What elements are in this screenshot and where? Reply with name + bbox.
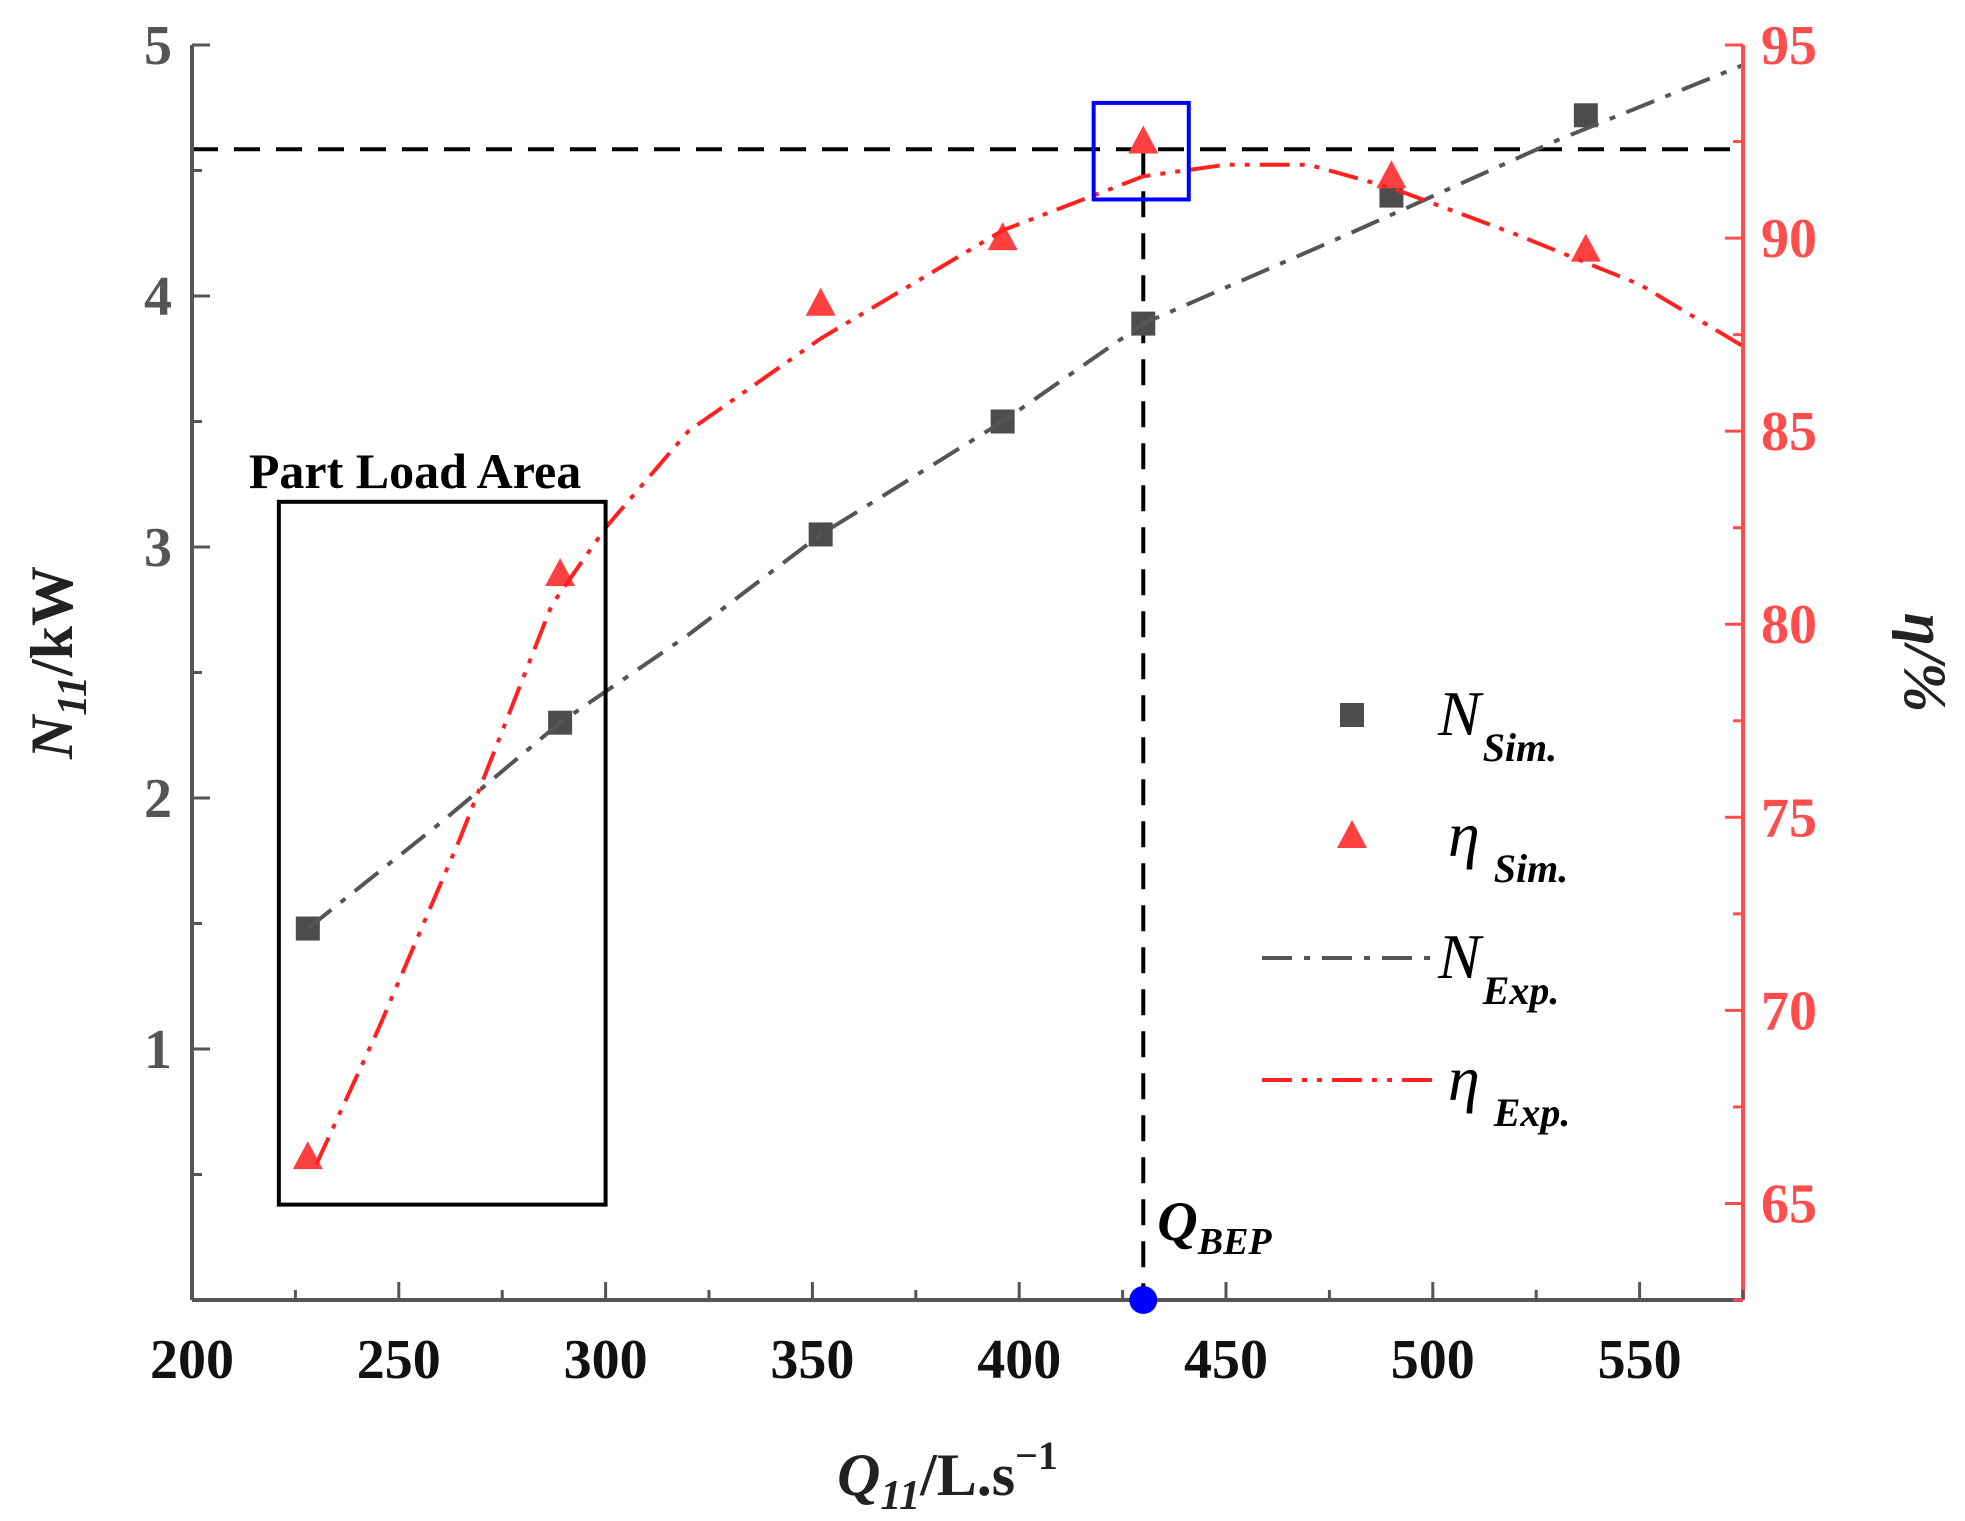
y-right-tick-label: 90 [1761,208,1817,270]
legend-label-sub: Exp. [1493,1090,1571,1135]
y-left-tick-label: 5 [144,15,172,77]
x-tick-label: 350 [770,1329,854,1391]
y-left-title-sub: 11 [50,676,96,716]
x-tick-label: 400 [977,1329,1061,1391]
y-right-axis-title: η/% [1892,613,1958,713]
part-load-box [276,499,608,1207]
x-tick-label: 300 [564,1329,648,1391]
legend-label-sub: Sim. [1494,846,1568,891]
part-load-label: Part Load Area [249,443,581,499]
data-point-triangle [545,558,576,587]
legend-label-1: η Sim. [1448,799,1568,891]
bep-label-sub: BEP [1197,1221,1273,1263]
legend-symbol-triangle [1337,820,1367,848]
legend-label-sub: Sim. [1483,725,1557,770]
bep-label-main: Q [1157,1191,1197,1253]
legend-label-main: N [1437,678,1484,749]
series-layer [292,63,1745,1170]
x-title-main: Q [837,1442,880,1508]
reference-layer [192,147,1743,1300]
data-point-triangle [805,287,836,316]
legend-label-0: NSim. [1437,678,1557,770]
y-left-title-main: N [19,713,85,760]
x-title-rest: /L.s [919,1442,1015,1508]
y-right-tick-label: 95 [1761,15,1817,77]
data-point-square [1573,103,1598,128]
legend-label-sub: Exp. [1482,968,1560,1013]
y-right-tick-label: 80 [1761,594,1817,656]
series-line-3 [314,162,1745,1166]
data-point-triangle [1570,233,1601,262]
x-title-sub: 11 [880,1473,920,1519]
legend-label-main: η [1448,799,1480,870]
legend: NSim.η Sim.NExp.η Exp. [1262,678,1570,1135]
x-axis-title: Q11/L.s−1 [837,1433,1058,1519]
bep-marker [1129,1286,1158,1314]
y-left-tick-label: 3 [144,517,172,579]
legend-symbol-square [1340,703,1364,727]
x-title-sup: −1 [1015,1433,1058,1478]
series-line-2 [306,63,1744,931]
y-right-tick-label: 70 [1761,980,1817,1042]
bep-highlight-box [1091,100,1191,202]
x-tick-label: 500 [1391,1329,1475,1391]
x-tick-label: 250 [357,1329,441,1391]
axes-layer: 200 250 300 350 400 450 500 550 1 2 3 4 5 65 70 75 80 85 9… [19,15,1958,1519]
x-tick-label: 200 [150,1329,234,1391]
bep-label: QBEP [1157,1191,1272,1263]
annotation-layer: Part Load Area QBEP [249,100,1272,1314]
data-point-triangle [1376,160,1407,189]
y-left-tick-label: 4 [144,266,172,328]
y-right-tick-label: 85 [1761,401,1817,463]
data-point-triangle [292,1141,323,1170]
legend-label-main: η [1448,1043,1480,1114]
data-point-triangle [1128,125,1159,154]
y-right-tick-label: 65 [1761,1173,1817,1235]
x-tick-label: 450 [1184,1329,1268,1391]
y-left-axis-title: N11/kW [19,566,96,760]
x-tick-label: 550 [1598,1329,1682,1391]
legend-label-3: η Exp. [1448,1043,1570,1135]
legend-label-main: N [1437,921,1484,992]
y-right-tick-label: 75 [1761,787,1817,849]
y-left-tick-label: 1 [144,1019,172,1081]
y-left-tick-label: 2 [144,768,172,830]
legend-label-2: NExp. [1437,921,1559,1013]
data-point-triangle [987,222,1018,251]
y-left-title-rest: /kW [19,566,85,677]
